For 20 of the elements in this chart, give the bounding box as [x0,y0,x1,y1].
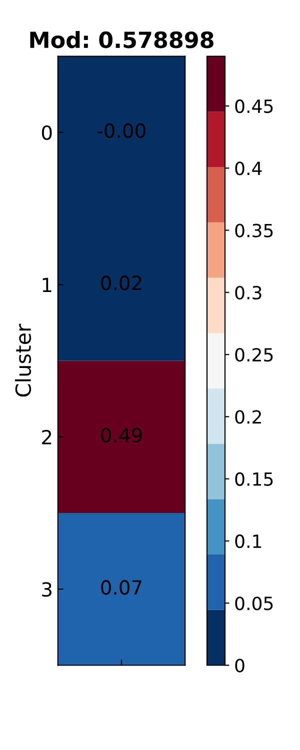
data-label: 0.49 [101,428,142,443]
color-bar-label: 0 [235,658,244,672]
color-bar-label: 0.4 [235,162,262,176]
data-label: -0.00 [97,123,146,138]
color-bar-label: 0.35 [235,224,273,238]
y-tick-label: 1 [42,278,52,292]
color-bar-label: 0.3 [235,286,262,300]
color-bar-label: 0.2 [235,410,261,424]
color-bar-label: 0.05 [235,596,273,610]
y-axis-title: Cluster [14,324,32,397]
y-tick-label: 3 [42,582,52,597]
y-tick-label: 2 [42,430,52,444]
color-bar-label: 0.45 [235,99,273,114]
y-tick-label: 0 [42,125,52,140]
data-label: 0.02 [101,276,142,290]
color-bar-label: 0.25 [235,348,273,362]
color-bar-label: 0.15 [235,472,273,486]
data-label: 0.07 [101,580,142,595]
chart-title: Mod: 0.578898 [30,31,214,48]
color-bar-label: 0.1 [235,534,262,548]
